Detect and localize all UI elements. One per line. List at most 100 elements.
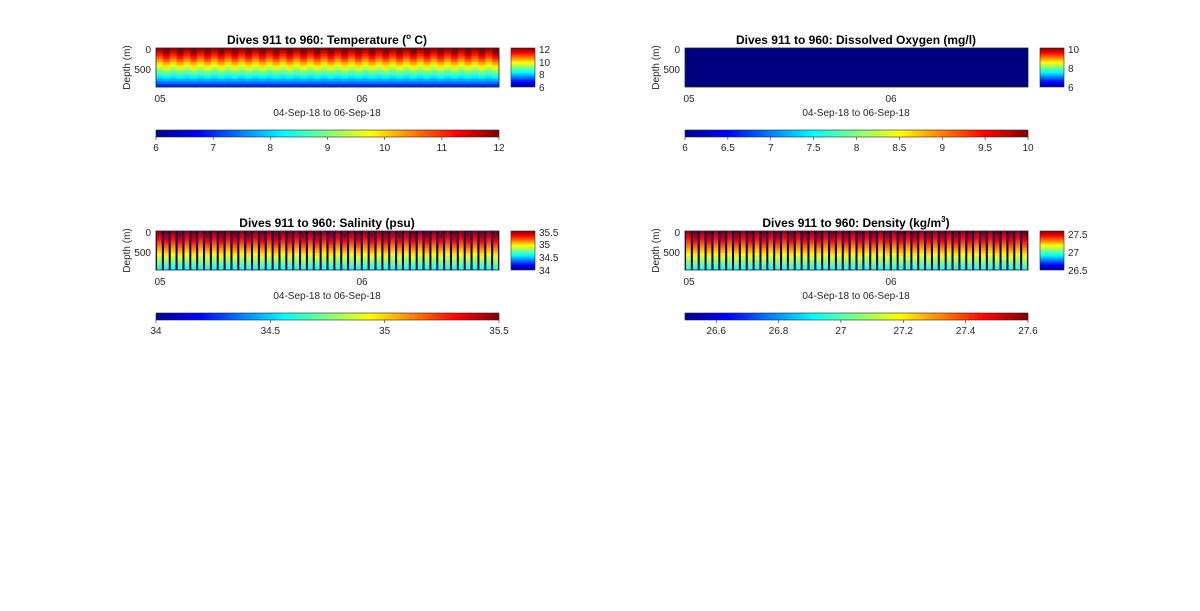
heatmap-cell	[383, 233, 389, 237]
heatmap-cell	[871, 261, 877, 265]
heatmap-cell	[430, 67, 438, 71]
side-colorbar	[1039, 230, 1065, 271]
heatmap-cell	[775, 264, 781, 268]
heatmap-cell	[253, 258, 258, 262]
heatmap-cell	[864, 236, 870, 240]
heatmap-cell	[905, 239, 911, 243]
heatmap-cell	[836, 253, 842, 257]
heatmap-cell	[493, 236, 498, 240]
heatmap-cell	[176, 53, 184, 57]
heatmap-cell	[423, 67, 431, 71]
heatmap-cell	[327, 73, 335, 77]
heatmap-cell	[191, 256, 197, 260]
heatmap-cell	[232, 267, 238, 271]
heatmap-cell	[423, 84, 431, 88]
heatmap-cell	[857, 231, 863, 235]
heatmap-cell	[939, 261, 945, 265]
heatmap-cell	[293, 64, 301, 68]
heatmap-cell	[699, 267, 705, 271]
heatmap-cell	[912, 242, 918, 246]
heatmap-cell	[836, 250, 842, 254]
heatmap-cell	[397, 258, 402, 262]
heatmap-cell	[403, 253, 409, 257]
heatmap-cell	[368, 61, 376, 66]
heatmap-cell	[472, 247, 478, 251]
heatmap-cell	[932, 236, 938, 240]
heatmap-cell	[430, 84, 438, 88]
heatmap-cell	[905, 253, 911, 257]
heatmap-cell	[816, 239, 822, 243]
heatmap-cell	[176, 75, 184, 79]
heatmap-cell	[939, 242, 945, 246]
colorbar-tick-label: 7	[210, 143, 216, 154]
heatmap-cell	[157, 256, 162, 260]
heatmap-cell	[946, 231, 952, 235]
heatmap-cell	[294, 233, 300, 237]
heatmap-cell	[457, 53, 465, 57]
heatmap-cell	[492, 67, 500, 71]
heatmap-cell	[478, 73, 486, 77]
heatmap-cell	[205, 242, 210, 246]
heatmap-cell	[197, 73, 205, 77]
heatmap-cell	[361, 56, 369, 60]
heatmap-cell	[919, 242, 925, 246]
heatmap-cell	[464, 84, 472, 88]
heatmap-cell	[864, 242, 870, 246]
heatmap-cell	[788, 267, 794, 271]
heatmap-cell	[409, 81, 417, 85]
heatmap-cell	[775, 250, 781, 254]
heatmap-cell	[802, 244, 808, 249]
heatmap-cell	[478, 50, 486, 54]
heatmap-cell	[294, 261, 300, 265]
heatmap-cell	[734, 250, 739, 254]
heatmap-cell	[183, 56, 191, 60]
heatmap-cell	[307, 267, 313, 271]
colorbar-tick-label: 6	[153, 143, 159, 154]
heatmap-cell	[198, 239, 203, 243]
heatmap-cell	[478, 81, 486, 85]
heatmap-cell	[170, 261, 176, 265]
heatmap-cell	[782, 242, 787, 246]
heatmap-cell	[402, 70, 411, 74]
heatmap-cell	[994, 261, 1000, 265]
heatmap-cell	[478, 84, 486, 88]
heatmap-cell	[761, 256, 767, 260]
heatmap-cell	[1015, 244, 1021, 249]
heatmap-cell	[375, 67, 383, 71]
heatmap-cell	[232, 264, 238, 268]
heatmap-cell	[485, 64, 493, 68]
heatmap-cell	[211, 250, 217, 254]
heatmap-cell	[905, 264, 911, 268]
heatmap-cell	[1022, 256, 1027, 260]
bottom-colorbar-ticks: 6 6.5 7 7.5 8 8.5 9 9.5 10	[682, 137, 1034, 154]
heatmap-cell	[967, 264, 973, 268]
heatmap-cell	[727, 247, 732, 251]
heatmap-cell	[431, 233, 437, 237]
heatmap-cell	[361, 67, 369, 71]
heatmap-cell	[355, 242, 361, 246]
heatmap-cell	[170, 239, 176, 243]
heatmap-cell	[445, 239, 450, 243]
heatmap-cell	[321, 264, 327, 268]
heatmap-cell	[183, 78, 191, 82]
heatmap-cell	[932, 267, 938, 271]
heatmap-cell	[320, 70, 328, 74]
heatmap-cell	[349, 242, 354, 246]
heatmap-cell	[335, 250, 341, 254]
heatmap-cell	[967, 250, 973, 254]
heatmap-cell	[205, 256, 210, 260]
heatmap-cell	[218, 250, 224, 254]
heatmap-cell	[382, 70, 390, 74]
heatmap-cell	[355, 258, 361, 262]
heatmap-cell	[720, 231, 726, 235]
heatmap-cell	[437, 84, 445, 88]
heatmap-cell	[850, 261, 856, 265]
heatmap-cell	[830, 244, 835, 249]
heatmap-cell	[912, 231, 918, 235]
heatmap-cell	[355, 256, 361, 260]
heatmap-cell	[272, 59, 280, 63]
heatmap-cell	[225, 239, 231, 243]
heatmap-cell	[314, 253, 320, 257]
heatmap-cell	[402, 61, 411, 66]
heatmap-cell	[265, 59, 273, 63]
